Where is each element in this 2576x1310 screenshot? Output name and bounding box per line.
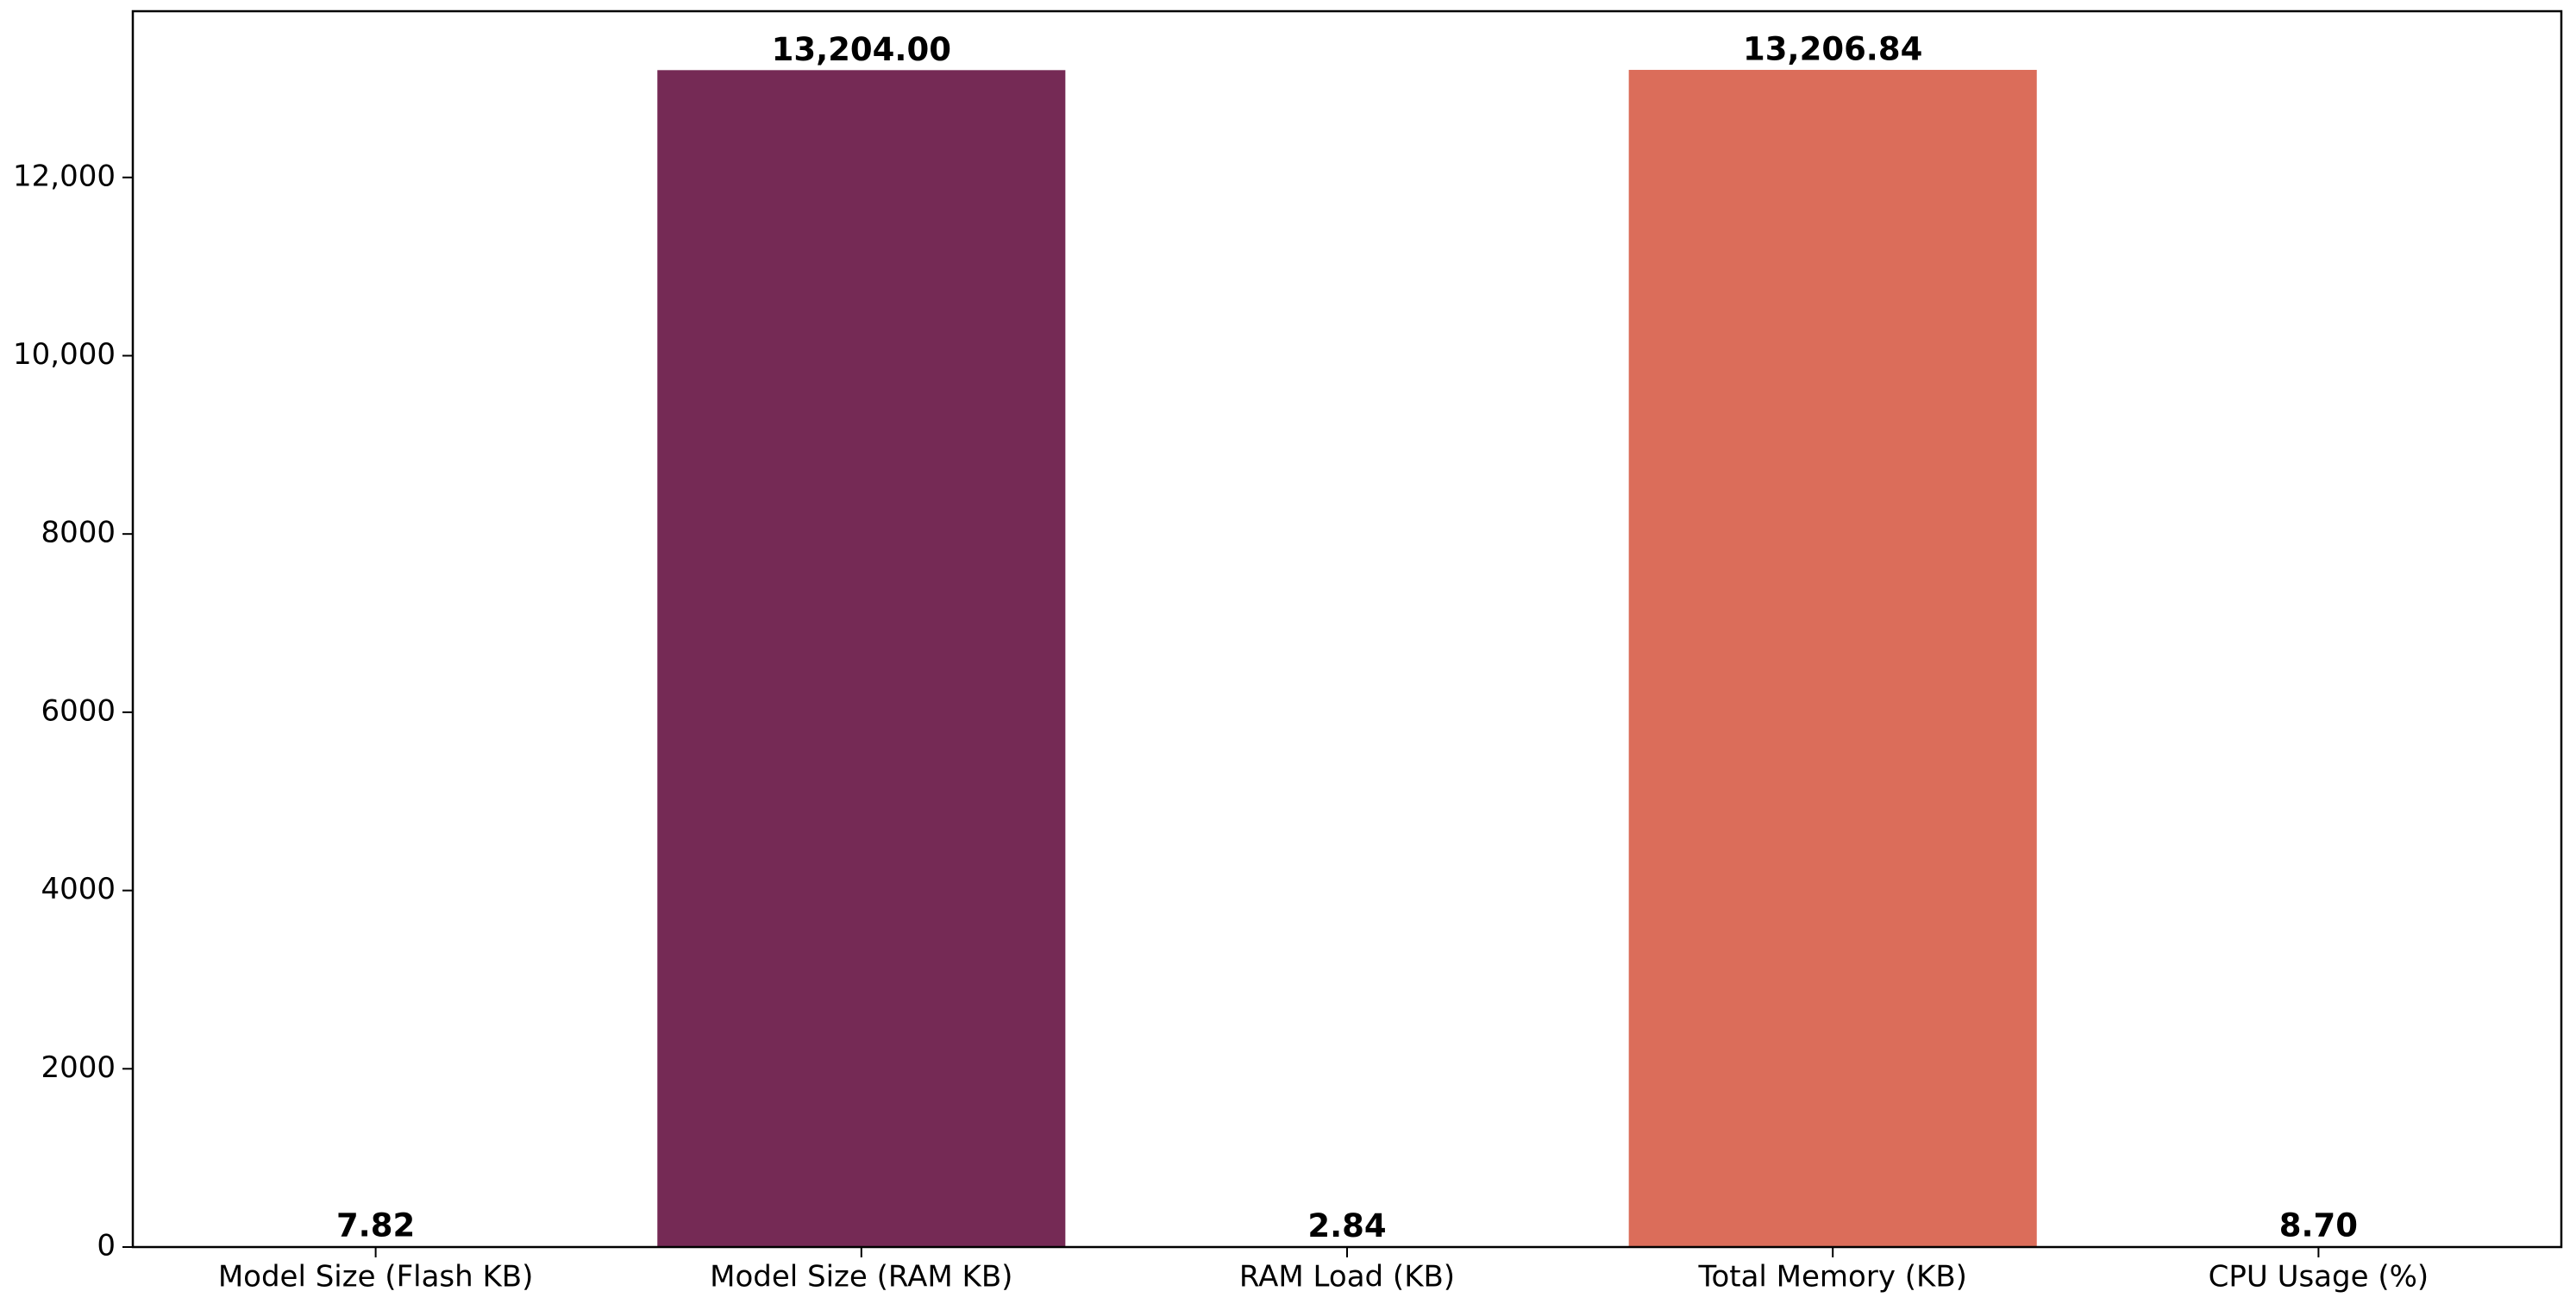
y-tick-label: 0: [97, 1229, 116, 1263]
y-tick-label: 8000: [41, 516, 116, 550]
x-tick-label: CPU Usage (%): [2209, 1260, 2429, 1294]
x-tick-label: Model Size (Flash KB): [218, 1260, 534, 1294]
value-label: 8.70: [2279, 1207, 2358, 1244]
y-tick-label: 2000: [41, 1050, 116, 1085]
value-label: 13,204.00: [772, 31, 951, 68]
y-tick-label: 4000: [41, 872, 116, 906]
y-tick-label: 6000: [41, 693, 116, 728]
x-tick-label: Total Memory (KB): [1697, 1260, 1966, 1294]
y-tick-label: 10,000: [13, 337, 116, 372]
bar: [657, 70, 1066, 1247]
x-tick-label: RAM Load (KB): [1239, 1260, 1455, 1294]
plot-frame: [131, 9, 2563, 1249]
y-tick-label: 12,000: [13, 159, 116, 193]
x-tick-label: Model Size (RAM KB): [710, 1260, 1012, 1294]
value-label: 2.84: [1307, 1207, 1386, 1244]
bar: [1628, 70, 2037, 1247]
value-label: 13,206.84: [1743, 31, 1922, 68]
value-label: 7.82: [336, 1207, 415, 1244]
